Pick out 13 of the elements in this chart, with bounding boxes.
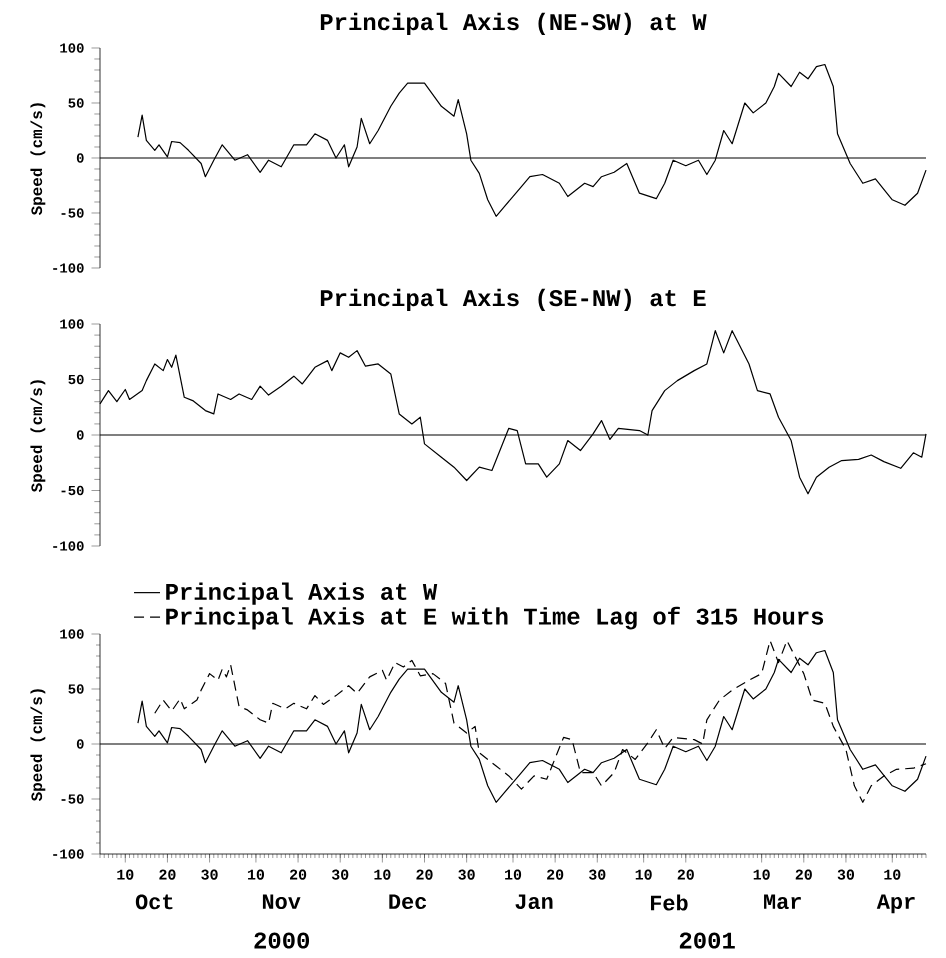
x2-tick-label: Feb (650, 894, 688, 911)
text: 2000 (254, 932, 310, 949)
chart-title: Principal Axis (NE-SW) at W (320, 12, 707, 36)
x2-tick-label: Oct (135, 894, 173, 910)
chart-title: Principal Axis (SE-NW) at E (320, 288, 706, 312)
legend-label: Principal Axis at W (166, 582, 438, 605)
x2-tick-label: Nov (262, 894, 301, 910)
x2-tick-label: Mar (764, 894, 801, 910)
legend-label: Principal Axis at E with Time Lag of 315 Hours (166, 606, 824, 630)
text: 2001 (679, 932, 735, 949)
x2-tick-label: Apr (876, 894, 915, 914)
x2-tick-label: Jan (515, 894, 553, 910)
x2-tick-label: Dec (389, 894, 427, 910)
